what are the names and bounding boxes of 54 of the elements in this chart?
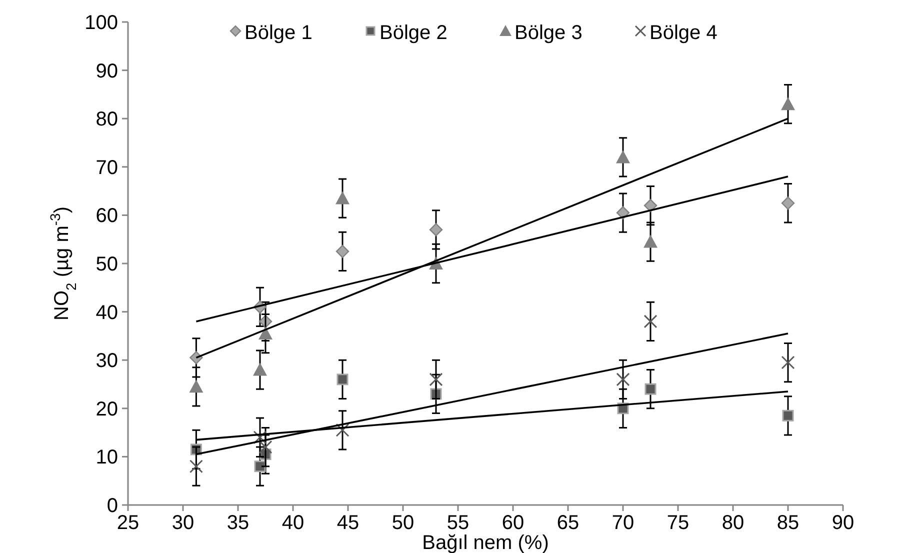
point (189, 460, 203, 474)
x-tick-label: 90 (832, 512, 854, 534)
point (253, 362, 267, 376)
y-tick-label: 60 (96, 205, 118, 228)
y-tick-label: 70 (96, 156, 118, 179)
point (429, 372, 443, 386)
x-tick-label: 80 (722, 512, 744, 534)
point (781, 356, 795, 370)
point (258, 440, 272, 454)
legend-label: Bölge 3 (514, 22, 582, 44)
point (616, 372, 630, 386)
x-tick-label: 70 (612, 512, 634, 534)
y-tick-label: 0 (106, 495, 118, 517)
y-tick-label: 50 (96, 254, 118, 276)
point (253, 430, 267, 444)
y-tick-label: 90 (96, 60, 118, 82)
x-tick-label: 30 (172, 512, 194, 534)
x-tick-label: 55 (446, 512, 470, 534)
point (189, 380, 204, 393)
legend-label: Bölge 4 (650, 22, 718, 44)
x-tick-label: 50 (392, 512, 414, 534)
x-tick-label: 40 (282, 512, 304, 534)
legend-label: Bölge 2 (380, 22, 448, 44)
point (616, 206, 630, 220)
x-tick-label: 65 (556, 512, 580, 534)
point (644, 198, 658, 212)
x-tick-label: 45 (336, 512, 360, 534)
point (644, 314, 658, 328)
point (336, 374, 348, 386)
y-tick-label: 40 (96, 302, 118, 324)
point (429, 223, 443, 236)
x-tick-label: 25 (116, 512, 140, 534)
y-tick-label: 20 (96, 398, 118, 420)
legend-label: Bölge 1 (244, 22, 312, 44)
x-tick-label: 60 (502, 512, 524, 534)
point (336, 423, 350, 437)
point (616, 150, 630, 164)
point (781, 196, 795, 210)
y-tick-label: 100 (84, 12, 118, 34)
x-tick-label: 75 (666, 512, 690, 534)
point (258, 326, 272, 340)
point (782, 410, 794, 422)
y-tick-label: 30 (96, 350, 118, 372)
point (336, 191, 350, 204)
x-tick-label: 35 (226, 512, 250, 534)
y-tick-label: 10 (96, 446, 118, 469)
x-tick-label: 85 (776, 512, 800, 534)
point (644, 234, 658, 248)
point (781, 97, 795, 110)
y-tick-label: 80 (96, 108, 118, 131)
point (336, 244, 350, 258)
point (254, 460, 266, 472)
x-axis-title: Bağıl nem (%) (422, 532, 549, 553)
point (644, 383, 656, 395)
